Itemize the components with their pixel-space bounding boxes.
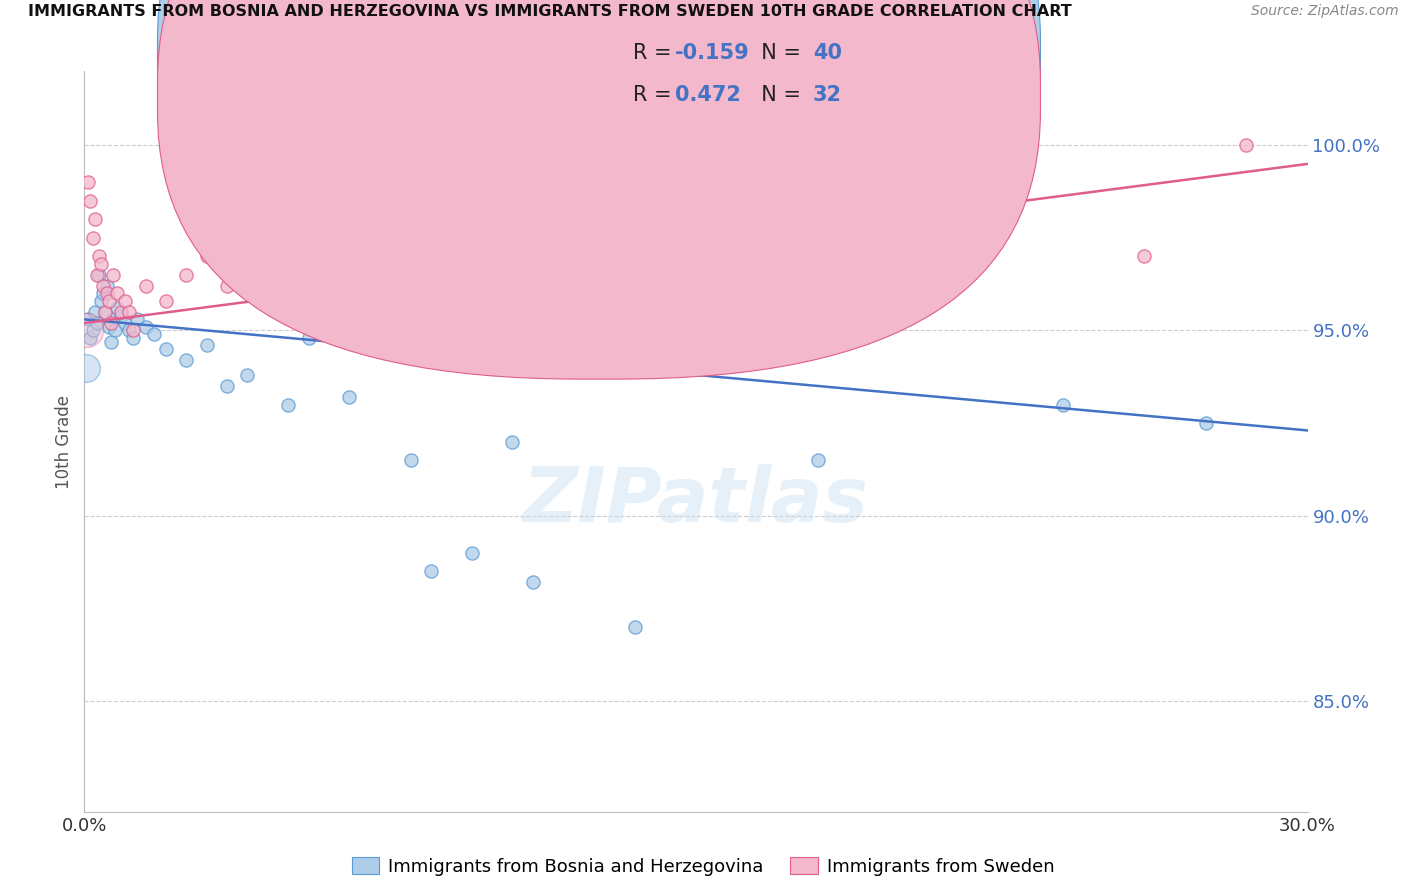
Point bbox=[257, 231, 280, 245]
Point bbox=[114, 293, 136, 308]
Point bbox=[97, 319, 120, 334]
Text: 32: 32 bbox=[813, 86, 842, 105]
Y-axis label: 10th Grade: 10th Grade bbox=[55, 394, 73, 489]
Point bbox=[217, 379, 239, 393]
Point bbox=[87, 268, 110, 282]
Point bbox=[105, 286, 128, 301]
Point bbox=[91, 286, 114, 301]
Point bbox=[79, 194, 101, 208]
Point bbox=[195, 338, 218, 352]
Point bbox=[155, 342, 177, 356]
Point bbox=[96, 286, 118, 301]
Point bbox=[118, 324, 141, 338]
Point bbox=[122, 324, 145, 338]
Text: N =: N = bbox=[748, 43, 807, 62]
Point bbox=[83, 212, 105, 227]
Point bbox=[97, 293, 120, 308]
Point bbox=[236, 368, 259, 382]
Point bbox=[79, 331, 101, 345]
Point bbox=[91, 279, 114, 293]
Point bbox=[359, 324, 381, 338]
Point bbox=[127, 312, 149, 326]
Point bbox=[155, 293, 177, 308]
Text: -0.159: -0.159 bbox=[675, 43, 749, 62]
Point bbox=[75, 360, 97, 375]
Point bbox=[142, 327, 165, 342]
Text: IMMIGRANTS FROM BOSNIA AND HERZEGOVINA VS IMMIGRANTS FROM SWEDEN 10TH GRADE CORR: IMMIGRANTS FROM BOSNIA AND HERZEGOVINA V… bbox=[28, 4, 1071, 20]
Point bbox=[104, 324, 127, 338]
Point bbox=[82, 324, 104, 338]
Point bbox=[77, 176, 100, 190]
Point bbox=[624, 620, 647, 634]
Point bbox=[100, 334, 122, 349]
Text: R =: R = bbox=[633, 86, 678, 105]
Point bbox=[101, 312, 124, 326]
Point bbox=[461, 546, 484, 560]
Point bbox=[110, 309, 132, 323]
Point bbox=[174, 268, 197, 282]
Point bbox=[93, 305, 115, 319]
Point bbox=[1195, 416, 1218, 430]
Point bbox=[318, 305, 340, 319]
Point bbox=[277, 398, 299, 412]
Text: ZIPatlas: ZIPatlas bbox=[523, 464, 869, 538]
Point bbox=[420, 564, 443, 578]
Point bbox=[1052, 398, 1074, 412]
Point bbox=[86, 316, 108, 330]
Text: R =: R = bbox=[633, 43, 678, 62]
Point bbox=[277, 257, 299, 271]
Point bbox=[135, 279, 157, 293]
Text: Source: ZipAtlas.com: Source: ZipAtlas.com bbox=[1251, 4, 1399, 19]
Text: 40: 40 bbox=[813, 43, 842, 62]
Point bbox=[110, 305, 132, 319]
Point bbox=[399, 453, 422, 467]
Point bbox=[195, 250, 218, 264]
Point bbox=[522, 250, 544, 264]
Text: N =: N = bbox=[748, 86, 807, 105]
Point bbox=[114, 316, 136, 330]
Point bbox=[399, 257, 422, 271]
Point bbox=[807, 453, 830, 467]
Point bbox=[118, 305, 141, 319]
Point bbox=[75, 324, 97, 338]
Point bbox=[1234, 138, 1257, 153]
Point bbox=[100, 316, 122, 330]
Point bbox=[101, 268, 124, 282]
Point bbox=[87, 250, 110, 264]
Point bbox=[1133, 250, 1156, 264]
Point bbox=[90, 293, 112, 308]
Point bbox=[359, 268, 381, 282]
Point bbox=[217, 279, 239, 293]
Point bbox=[86, 268, 108, 282]
Point bbox=[135, 319, 157, 334]
Point bbox=[90, 257, 112, 271]
Text: 0.472: 0.472 bbox=[675, 86, 741, 105]
Point bbox=[685, 231, 707, 245]
Point bbox=[96, 279, 118, 293]
Point bbox=[339, 390, 360, 404]
Point bbox=[82, 231, 104, 245]
Point bbox=[174, 353, 197, 368]
Point bbox=[501, 434, 523, 449]
Point bbox=[77, 312, 100, 326]
Point bbox=[93, 305, 115, 319]
Legend: Immigrants from Bosnia and Herzegovina, Immigrants from Sweden: Immigrants from Bosnia and Herzegovina, … bbox=[344, 850, 1062, 883]
Point bbox=[122, 331, 145, 345]
Point bbox=[298, 331, 321, 345]
Point bbox=[83, 305, 105, 319]
Point bbox=[105, 301, 128, 316]
Point bbox=[522, 575, 544, 590]
